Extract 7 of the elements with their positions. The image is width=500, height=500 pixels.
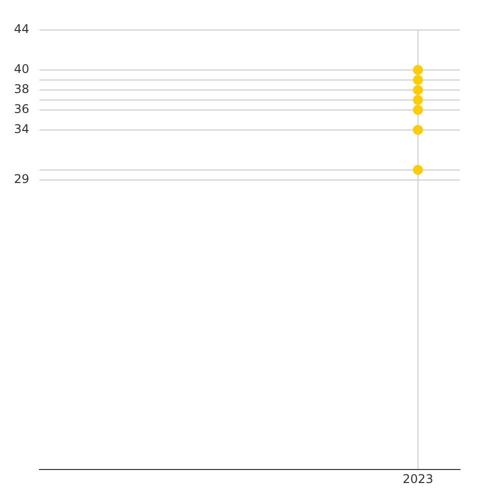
y-tick-label: 29 (14, 172, 30, 186)
y-tick-label: 36 (14, 102, 30, 116)
y-tick-label: 40 (14, 62, 30, 76)
x-tick-label: 2023 (402, 472, 434, 486)
y-tick-label: 44 (14, 22, 30, 36)
y-tick-label: 34 (14, 122, 30, 136)
y-tick-label: 38 (14, 82, 30, 96)
